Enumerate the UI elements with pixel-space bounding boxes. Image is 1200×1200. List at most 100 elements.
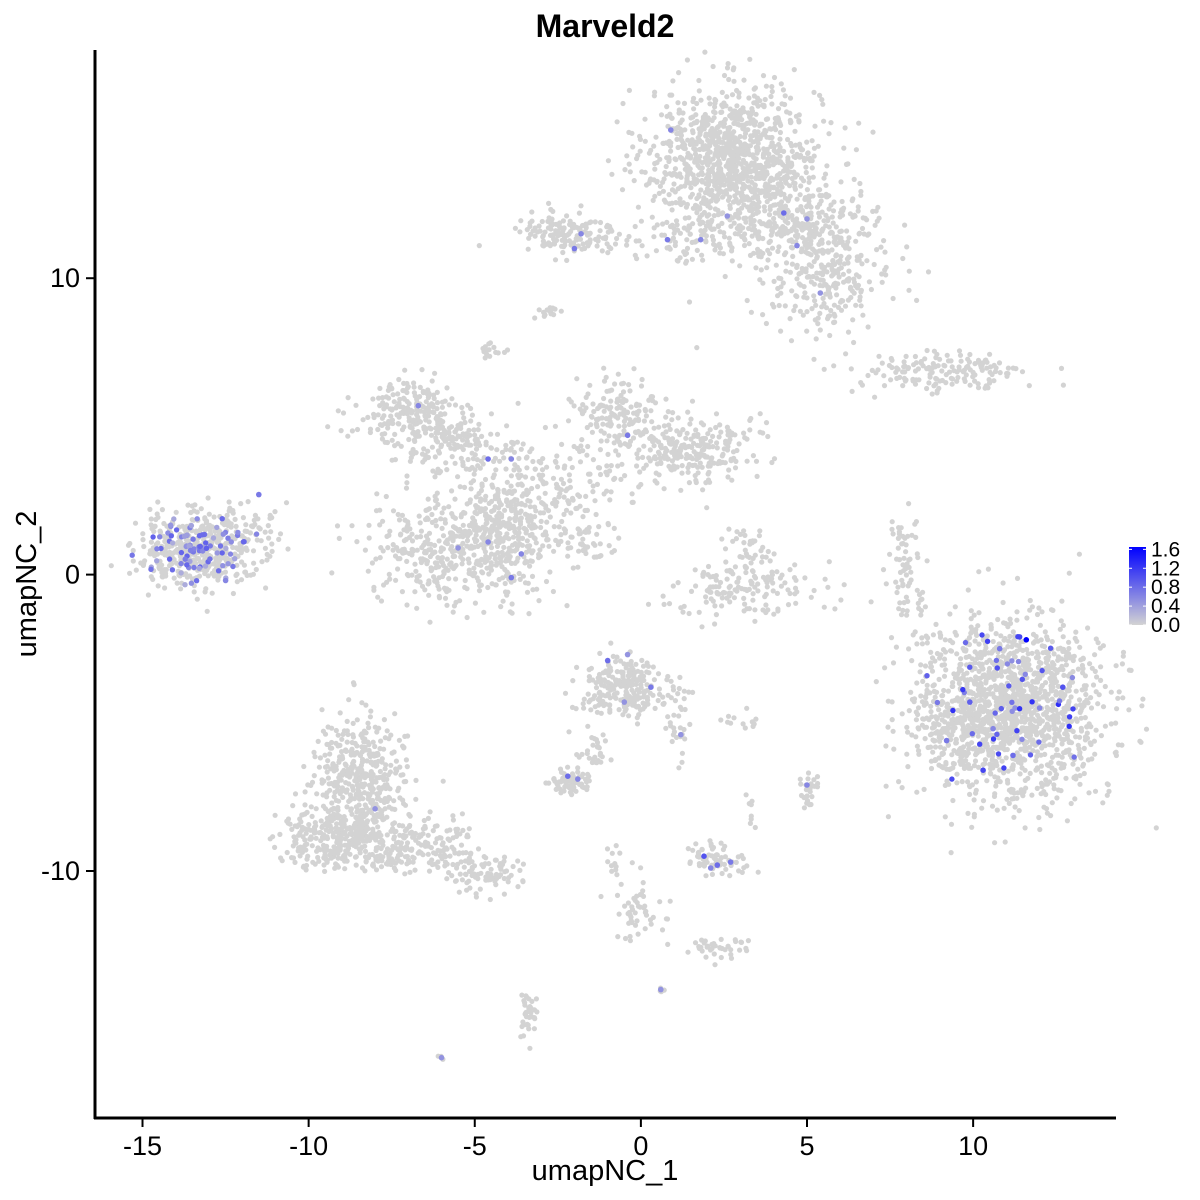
cell-point	[484, 526, 490, 532]
cell-point	[948, 358, 954, 364]
cell-point	[696, 88, 702, 94]
cell-point	[392, 553, 399, 559]
cell-point	[763, 320, 770, 327]
cell-point	[797, 192, 803, 198]
cell-point	[816, 210, 822, 216]
cell-point	[465, 456, 471, 463]
cell-point	[568, 228, 574, 235]
cell-point	[847, 211, 854, 217]
cell-point	[750, 591, 756, 597]
cell-point	[763, 160, 770, 166]
cell-point	[1011, 814, 1017, 820]
cell-point	[432, 505, 438, 511]
cell-point	[561, 511, 567, 517]
cell-point	[192, 502, 198, 508]
cell-point	[693, 204, 699, 210]
cell-point	[790, 253, 796, 259]
cell-point	[838, 265, 844, 271]
cell-point	[741, 242, 748, 249]
cell-point	[1027, 770, 1033, 777]
cell-point	[701, 447, 707, 453]
cell-point	[426, 506, 432, 512]
cell-point	[404, 380, 410, 387]
cell-point	[858, 188, 864, 195]
cell-point	[726, 235, 732, 241]
cell-point	[404, 602, 410, 608]
cell-point	[686, 610, 692, 617]
cell-point	[629, 130, 635, 136]
cell-point	[757, 121, 763, 127]
cell-point	[742, 601, 748, 607]
cell-point	[366, 535, 372, 541]
cell-point	[249, 523, 255, 529]
cell-point	[609, 549, 615, 555]
cell-point	[762, 208, 768, 214]
cell-point	[588, 219, 594, 225]
cell-point	[791, 67, 797, 73]
cell-point	[671, 226, 677, 232]
cell-point	[543, 505, 549, 511]
cell-point	[784, 109, 790, 115]
cell-point	[906, 268, 912, 274]
cell-point	[704, 505, 710, 511]
cell-point	[444, 385, 450, 391]
cell-point	[484, 556, 490, 562]
cell-point	[571, 403, 577, 409]
cell-point	[876, 353, 882, 359]
cell-point	[839, 297, 845, 304]
cell-point	[698, 187, 704, 193]
cell-point	[777, 129, 784, 136]
cell-point	[730, 135, 737, 141]
cell-point	[755, 103, 761, 109]
cell-point	[234, 571, 240, 577]
cell-point	[635, 152, 641, 158]
cell-point	[620, 389, 627, 395]
cell-point	[906, 708, 912, 714]
cell-point	[554, 453, 560, 459]
cell-point	[903, 353, 909, 359]
cell-point	[910, 376, 916, 382]
cell-point	[678, 487, 684, 493]
cell-point	[675, 144, 681, 151]
cell-point	[688, 416, 694, 422]
cell-point	[924, 347, 930, 354]
cell-point	[272, 509, 278, 515]
cell-point	[937, 356, 943, 362]
cell-point	[896, 557, 903, 563]
cell-point	[674, 464, 680, 470]
cell-point	[510, 534, 517, 540]
cell-point	[388, 413, 394, 419]
cell-point	[551, 524, 557, 530]
cell-point	[620, 399, 626, 405]
cell-point	[457, 484, 463, 490]
cell-point	[604, 463, 610, 469]
cell-point	[669, 172, 675, 178]
cell-point	[434, 406, 440, 412]
cell-point	[814, 270, 820, 276]
cell-point	[759, 559, 765, 565]
cell-point	[603, 404, 610, 410]
cell-point	[726, 76, 732, 83]
cell-point	[439, 510, 445, 516]
cell-point	[710, 598, 716, 604]
cell-point	[472, 467, 478, 473]
cell-point	[371, 587, 377, 593]
cell-point	[159, 574, 165, 580]
cell-point	[386, 532, 392, 538]
cell-point	[517, 229, 523, 235]
cell-point	[325, 424, 331, 430]
cell-point	[905, 365, 911, 372]
cell-point	[658, 442, 664, 448]
cell-point	[501, 455, 507, 461]
cell-point	[757, 528, 763, 534]
cell-point	[536, 598, 542, 604]
cell-point	[549, 220, 555, 226]
cell-point	[622, 473, 628, 479]
cell-point	[901, 359, 907, 365]
cell-point	[1000, 599, 1006, 606]
cell-point	[681, 225, 687, 231]
cell-point	[490, 484, 496, 490]
cell-point	[703, 599, 709, 605]
cell-point	[909, 532, 915, 538]
cell-point	[815, 143, 821, 149]
